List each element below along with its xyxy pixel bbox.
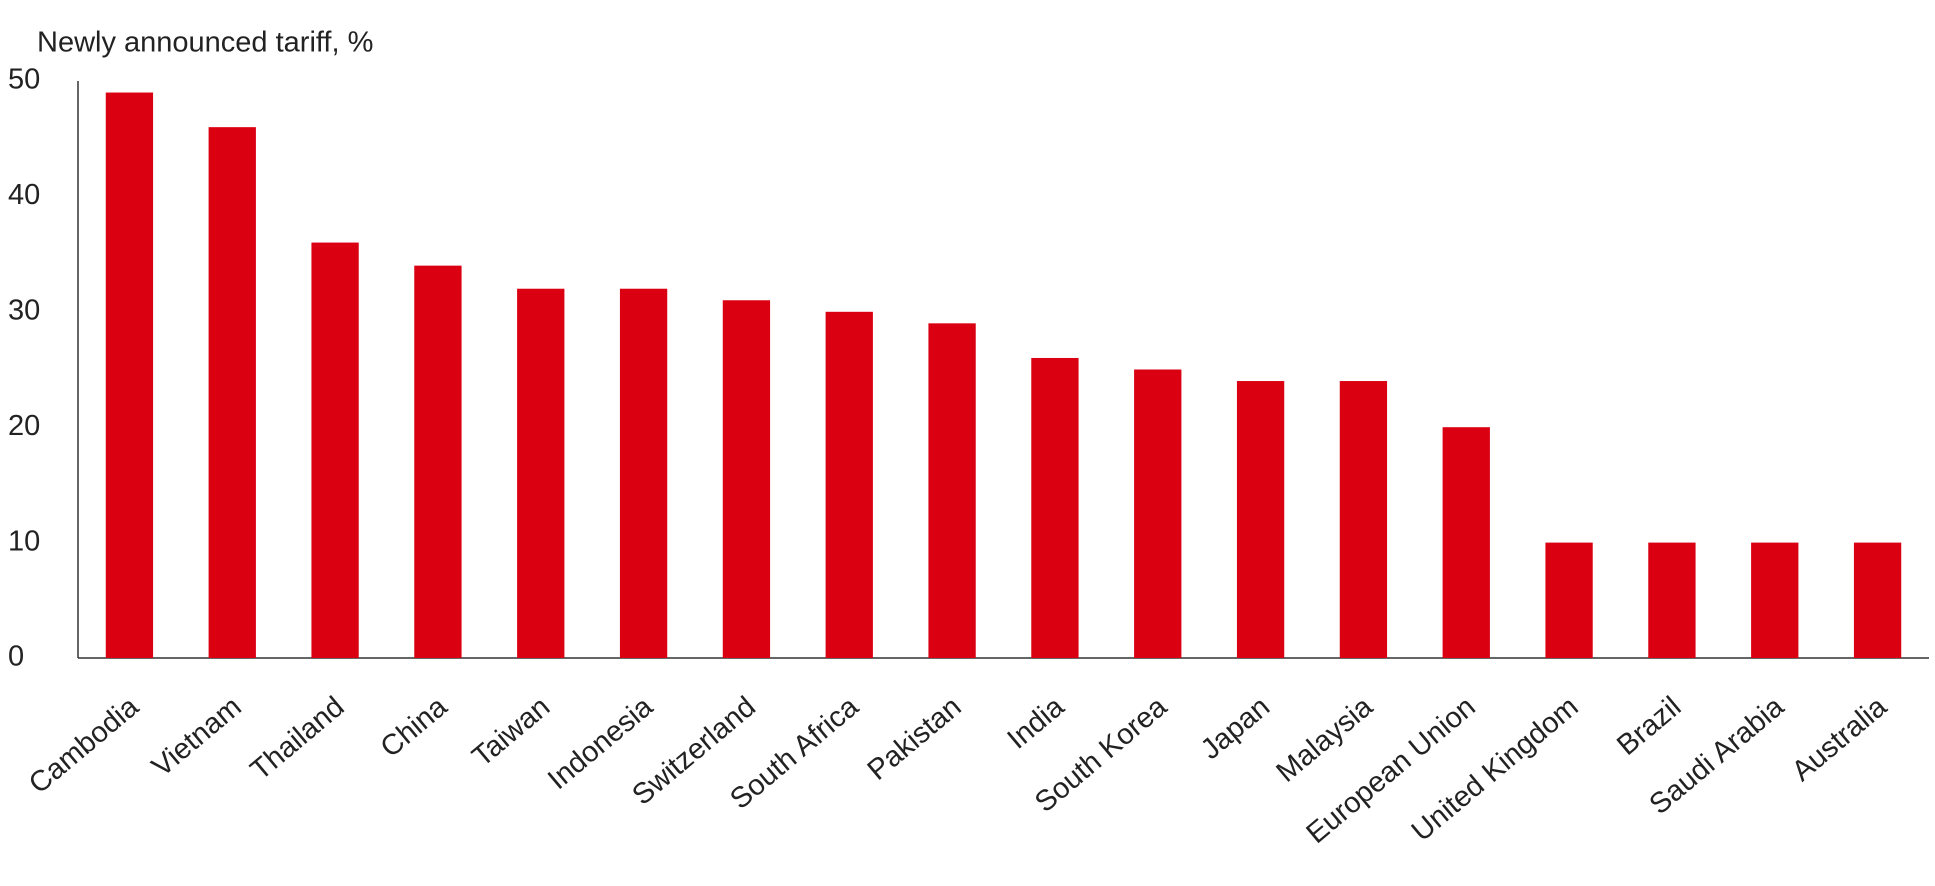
- y-tick-label: 10: [8, 525, 40, 557]
- y-tick-label: 0: [8, 641, 24, 673]
- x-tick-label: Japan: [1195, 691, 1276, 766]
- bar: [1853, 542, 1902, 658]
- bar: [1545, 542, 1593, 658]
- chart-title: Newly announced tariff, %: [37, 27, 373, 59]
- bar: [619, 288, 668, 658]
- bar: [722, 300, 771, 658]
- y-tick-label: 30: [8, 294, 40, 326]
- x-tick-label: China: [375, 690, 454, 764]
- y-tick-label: 20: [8, 410, 40, 442]
- x-tick-label: Australia: [1786, 690, 1894, 788]
- x-tick-label: European Union: [1301, 691, 1482, 850]
- bar: [1648, 542, 1696, 658]
- bar: [414, 265, 462, 658]
- bar: [208, 127, 256, 658]
- bar: [825, 311, 873, 658]
- bar: [1339, 381, 1388, 658]
- bar: [105, 92, 154, 659]
- y-tick-label: 50: [8, 64, 40, 96]
- bar: [1751, 542, 1799, 658]
- bar: [1031, 357, 1079, 658]
- bar: [1236, 381, 1285, 658]
- bar: [1134, 369, 1182, 658]
- x-tick-label: Thailand: [245, 691, 351, 787]
- bar: [311, 242, 359, 658]
- x-tick-label: Taiwan: [466, 691, 556, 774]
- x-tick-label: Vietnam: [146, 691, 248, 784]
- y-tick-label: 40: [8, 179, 40, 211]
- x-tick-label: Brazil: [1611, 691, 1687, 762]
- bar: [1442, 427, 1490, 658]
- bar: [928, 323, 976, 658]
- x-tick-label: Cambodia: [23, 690, 145, 800]
- bar: [517, 288, 565, 658]
- x-tick-label: India: [1002, 690, 1071, 755]
- x-tick-label: Pakistan: [862, 691, 968, 787]
